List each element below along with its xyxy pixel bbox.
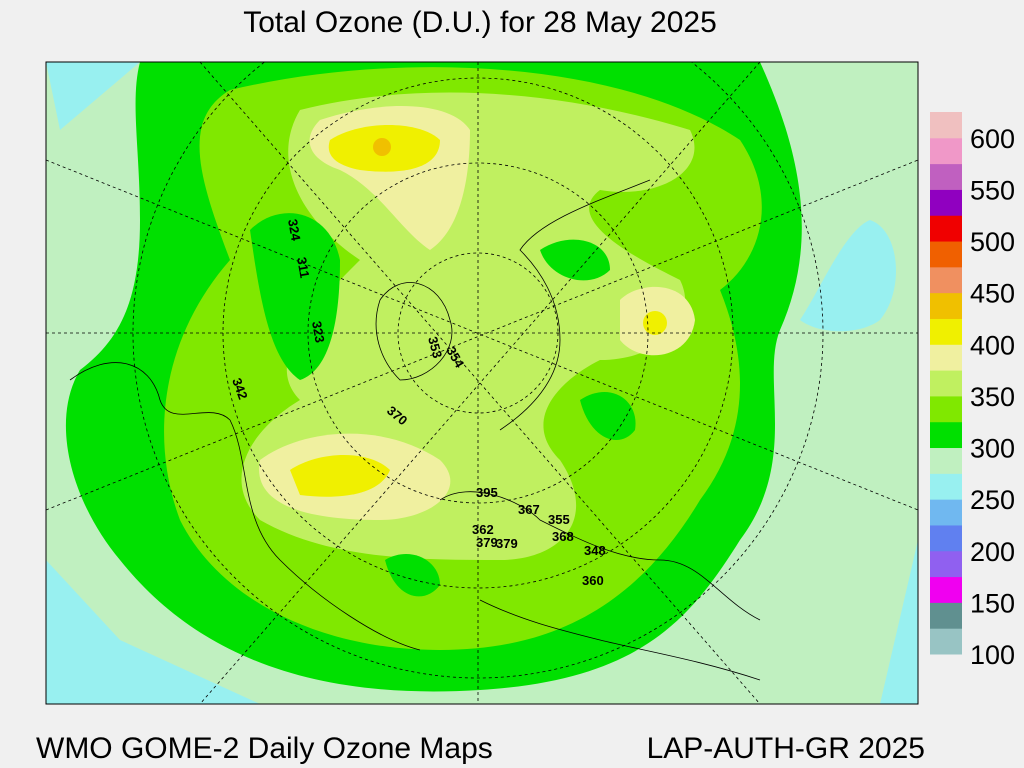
colorbar-swatch	[930, 524, 962, 552]
colorbar-swatch	[930, 499, 962, 526]
map-label: 368	[552, 529, 574, 544]
low-ozone-area	[46, 560, 260, 704]
map-label: 395	[476, 485, 498, 500]
title: Total Ozone (D.U.) for 28 May 2025	[243, 6, 717, 39]
colorbar-swatch	[930, 628, 962, 655]
colorbar-tick-label: 250	[970, 485, 1015, 515]
map-label: 323	[309, 320, 328, 344]
map-label: 311	[294, 256, 312, 279]
ozone-400-contour	[290, 455, 390, 497]
colorbar-tick-label: 550	[970, 175, 1015, 205]
map-label: 348	[584, 543, 606, 558]
ozone-300-contour	[580, 391, 636, 440]
ozone-300-contour	[540, 239, 610, 281]
low-ozone-area	[880, 540, 918, 704]
colorbar-swatch	[930, 602, 962, 629]
colorbar-swatch	[930, 318, 962, 345]
colorbar-swatch	[930, 215, 962, 242]
graticule	[46, 62, 918, 704]
colorbar-swatch	[930, 370, 962, 397]
colorbar-tick-label: 100	[970, 640, 1015, 670]
colorbar-tick-label: 600	[970, 124, 1015, 154]
colorbar-swatch	[930, 292, 962, 319]
map-label: 360	[582, 573, 604, 588]
ozone-300-contour	[250, 213, 340, 380]
map-label: 362	[472, 522, 494, 537]
colorbar-swatch	[930, 395, 962, 423]
ozone-300-contour	[385, 554, 440, 597]
colorbar-tick-label: 300	[970, 434, 1015, 464]
low-ozone-area	[800, 220, 897, 332]
colorbar-tick-label: 200	[970, 537, 1015, 567]
colorbar-tick-label: 350	[970, 382, 1015, 412]
ozone-425-contour	[373, 138, 391, 156]
coastlines	[69, 179, 761, 681]
colorbar-tick-label: 450	[970, 279, 1015, 309]
map-label: 367	[518, 502, 540, 517]
colorbar-tick-label: 150	[970, 588, 1015, 618]
map: 324 311 323 342 353 354 370 395 367 362 …	[45, 61, 919, 705]
colorbar-swatch	[930, 241, 962, 268]
colorbar-swatch	[930, 189, 962, 216]
map-label: 324	[285, 218, 304, 243]
colorbar-swatch	[930, 550, 962, 578]
colorbar: 100 150 200 250 300 350 400 450 500 550 600	[930, 112, 1015, 670]
map-label: 379	[496, 536, 518, 551]
colorbar-swatch	[930, 137, 962, 165]
footer-right: LAP-AUTH-GR 2025	[647, 732, 925, 765]
colorbar-swatch	[930, 266, 962, 294]
map-label: 353	[425, 335, 445, 360]
colorbar-swatch	[930, 421, 962, 449]
colorbar-swatch	[930, 344, 962, 371]
map-label: 342	[229, 376, 251, 402]
colorbar-swatch	[930, 112, 962, 139]
colorbar-swatch	[930, 473, 962, 500]
colorbar-swatch	[930, 163, 962, 190]
ozone-400-contour	[643, 311, 667, 335]
colorbar-swatch	[930, 576, 962, 603]
map-label: 355	[548, 512, 570, 527]
footer-left: WMO GOME-2 Daily Ozone Maps	[36, 732, 493, 765]
colorbar-tick-label: 500	[970, 227, 1015, 257]
map-label: 379	[476, 535, 498, 550]
colorbar-tick-label: 400	[970, 330, 1015, 360]
colorbar-swatch	[930, 447, 962, 474]
low-ozone-area	[46, 62, 140, 130]
map-frame	[45, 61, 919, 705]
